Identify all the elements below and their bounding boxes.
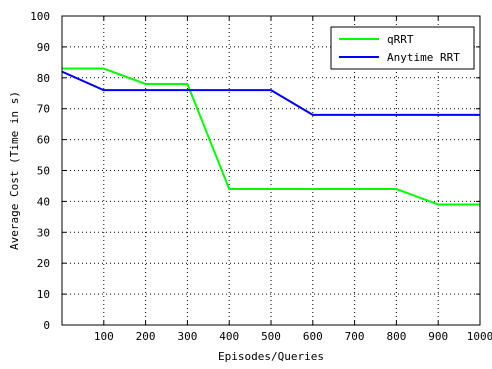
legend: qRRT Anytime RRT [330, 26, 475, 70]
y-tick-label: 60 [37, 134, 50, 147]
series-line-anytime-rrt [61, 70, 480, 116]
x-axis-title: Episodes/Queries [218, 350, 324, 363]
legend-box [330, 26, 475, 70]
y-tick-label: 80 [37, 72, 50, 85]
x-tick-label: 100 [94, 330, 114, 343]
y-tick-label: 0 [43, 319, 50, 332]
x-tick-label: 300 [177, 330, 197, 343]
x-tick-label: 500 [261, 330, 281, 343]
x-tick-label: 400 [219, 330, 239, 343]
x-tick-label: 600 [303, 330, 323, 343]
legend-label-qrrt: qRRT [387, 33, 414, 46]
y-tick-label: 20 [37, 257, 50, 270]
y-tick-label: 70 [37, 103, 50, 116]
y-tick-label: 10 [37, 288, 50, 301]
series-line-qrrt [62, 67, 480, 206]
y-tick-label: 50 [37, 165, 50, 178]
x-tick-label: 800 [386, 330, 406, 343]
axis-ticks: 100 200 300 400 500 600 700 800 900 1000 0 10 20 30 40… [30, 10, 492, 343]
y-tick-label: 40 [37, 195, 50, 208]
y-tick-label: 30 [37, 226, 50, 239]
series-layer [61, 67, 480, 206]
legend-label-anytime-rrt: Anytime RRT [387, 51, 460, 64]
x-tick-label: 1000 [467, 330, 492, 343]
y-tick-label: 90 [37, 41, 50, 54]
y-tick-label: 100 [30, 10, 50, 23]
x-tick-label: 200 [136, 330, 156, 343]
x-tick-label: 700 [345, 330, 365, 343]
x-tick-label: 900 [428, 330, 448, 343]
y-axis-title: Average Cost (Time in s) [8, 91, 21, 250]
